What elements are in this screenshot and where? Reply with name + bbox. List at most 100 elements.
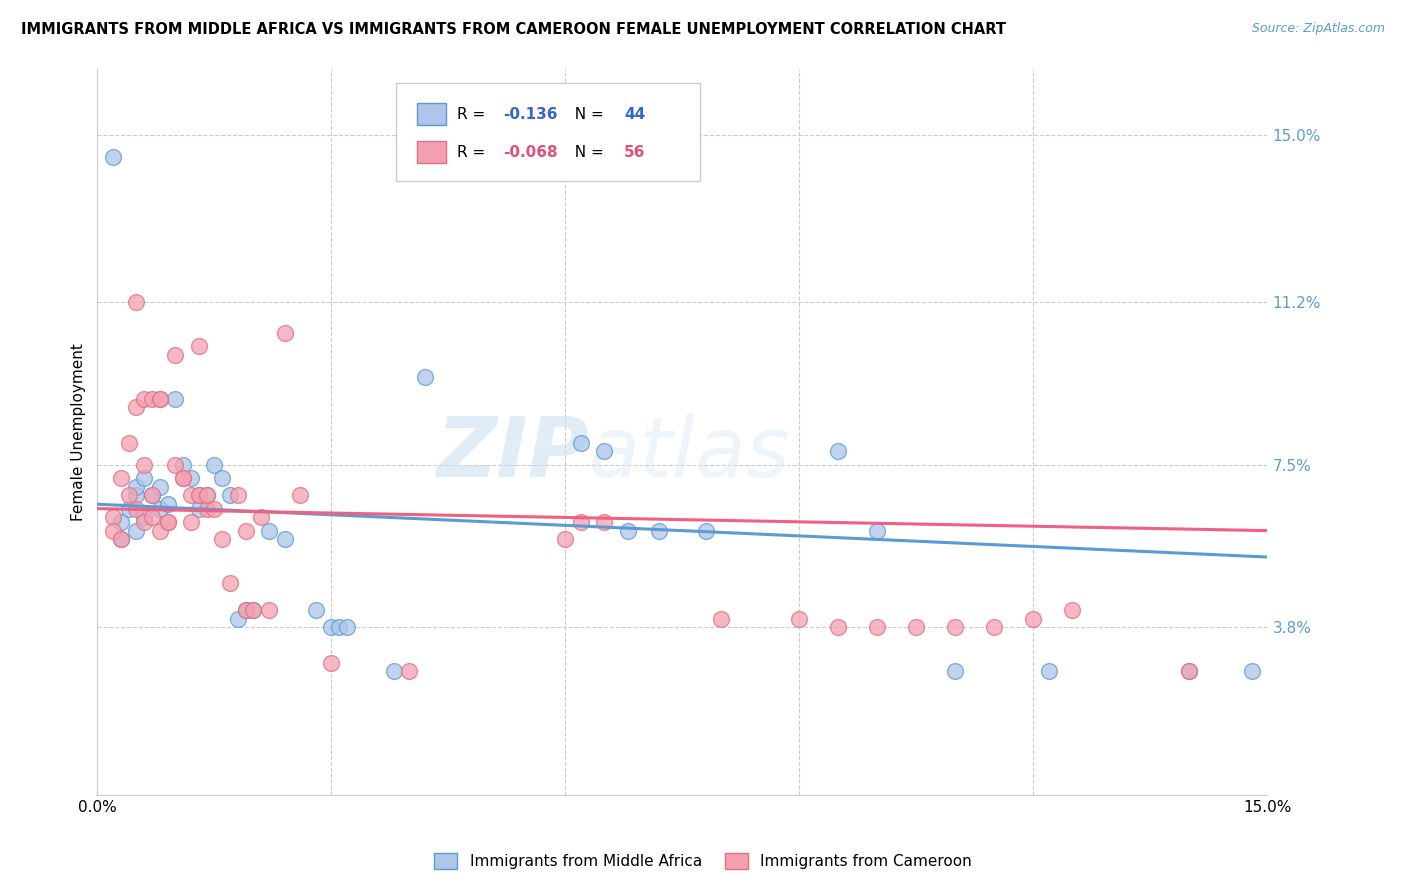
- Point: [149, 392, 172, 406]
- Point: [125, 480, 148, 494]
- Point: [219, 488, 242, 502]
- Point: [187, 488, 209, 502]
- Point: [866, 524, 889, 538]
- Point: [789, 612, 811, 626]
- Point: [202, 458, 225, 472]
- Point: [569, 435, 592, 450]
- Point: [101, 510, 124, 524]
- Point: [1240, 665, 1263, 679]
- Point: [134, 471, 156, 485]
- Point: [172, 471, 194, 485]
- Point: [648, 524, 671, 538]
- Point: [117, 488, 139, 502]
- Text: N =: N =: [565, 145, 609, 160]
- Point: [110, 471, 132, 485]
- Point: [165, 458, 187, 472]
- Point: [328, 620, 350, 634]
- Point: [156, 515, 179, 529]
- Point: [305, 603, 328, 617]
- Point: [413, 369, 436, 384]
- Point: [156, 515, 179, 529]
- Point: [235, 524, 257, 538]
- Point: [149, 392, 172, 406]
- Point: [250, 510, 273, 524]
- Point: [187, 339, 209, 353]
- Point: [195, 488, 218, 502]
- Text: -0.068: -0.068: [503, 145, 558, 160]
- Point: [695, 524, 717, 538]
- Point: [149, 501, 172, 516]
- Point: [321, 620, 343, 634]
- Point: [101, 524, 124, 538]
- Point: [180, 471, 202, 485]
- Point: [195, 488, 218, 502]
- Point: [593, 444, 616, 458]
- Point: [710, 612, 733, 626]
- Point: [827, 444, 849, 458]
- Point: [866, 620, 889, 634]
- Point: [593, 515, 616, 529]
- Point: [141, 510, 163, 524]
- Point: [141, 488, 163, 502]
- Point: [235, 603, 257, 617]
- Point: [905, 620, 928, 634]
- Point: [134, 510, 156, 524]
- Point: [117, 501, 139, 516]
- Point: [134, 392, 156, 406]
- Point: [1178, 665, 1201, 679]
- Point: [945, 665, 967, 679]
- FancyBboxPatch shape: [416, 103, 446, 125]
- Point: [398, 665, 420, 679]
- Point: [149, 524, 172, 538]
- Point: [1038, 665, 1060, 679]
- Point: [141, 488, 163, 502]
- Point: [180, 488, 202, 502]
- Point: [125, 488, 148, 502]
- Point: [336, 620, 359, 634]
- Point: [156, 497, 179, 511]
- FancyBboxPatch shape: [395, 83, 700, 181]
- Point: [165, 348, 187, 362]
- Point: [141, 392, 163, 406]
- Point: [211, 471, 233, 485]
- Text: R =: R =: [457, 107, 489, 122]
- Point: [110, 533, 132, 547]
- Text: R =: R =: [457, 145, 489, 160]
- Point: [110, 515, 132, 529]
- Point: [211, 533, 233, 547]
- Point: [382, 665, 405, 679]
- Point: [117, 435, 139, 450]
- Point: [172, 471, 194, 485]
- Point: [827, 620, 849, 634]
- FancyBboxPatch shape: [416, 141, 446, 163]
- Point: [945, 620, 967, 634]
- Point: [321, 656, 343, 670]
- Point: [101, 149, 124, 163]
- Point: [202, 501, 225, 516]
- Point: [273, 326, 295, 340]
- Point: [195, 501, 218, 516]
- Point: [257, 524, 280, 538]
- Point: [235, 603, 257, 617]
- Point: [134, 458, 156, 472]
- Text: atlas: atlas: [589, 413, 790, 494]
- Text: IMMIGRANTS FROM MIDDLE AFRICA VS IMMIGRANTS FROM CAMEROON FEMALE UNEMPLOYMENT CO: IMMIGRANTS FROM MIDDLE AFRICA VS IMMIGRA…: [21, 22, 1007, 37]
- Point: [242, 603, 264, 617]
- Point: [257, 603, 280, 617]
- Point: [617, 524, 640, 538]
- Point: [1062, 603, 1084, 617]
- Text: 56: 56: [624, 145, 645, 160]
- Point: [125, 524, 148, 538]
- Text: Source: ZipAtlas.com: Source: ZipAtlas.com: [1251, 22, 1385, 36]
- Point: [187, 488, 209, 502]
- Point: [172, 458, 194, 472]
- Y-axis label: Female Unemployment: Female Unemployment: [72, 343, 86, 521]
- Point: [1178, 665, 1201, 679]
- Point: [134, 515, 156, 529]
- Text: -0.136: -0.136: [503, 107, 558, 122]
- Point: [226, 488, 249, 502]
- Point: [226, 612, 249, 626]
- Point: [180, 515, 202, 529]
- Point: [219, 576, 242, 591]
- Point: [983, 620, 1005, 634]
